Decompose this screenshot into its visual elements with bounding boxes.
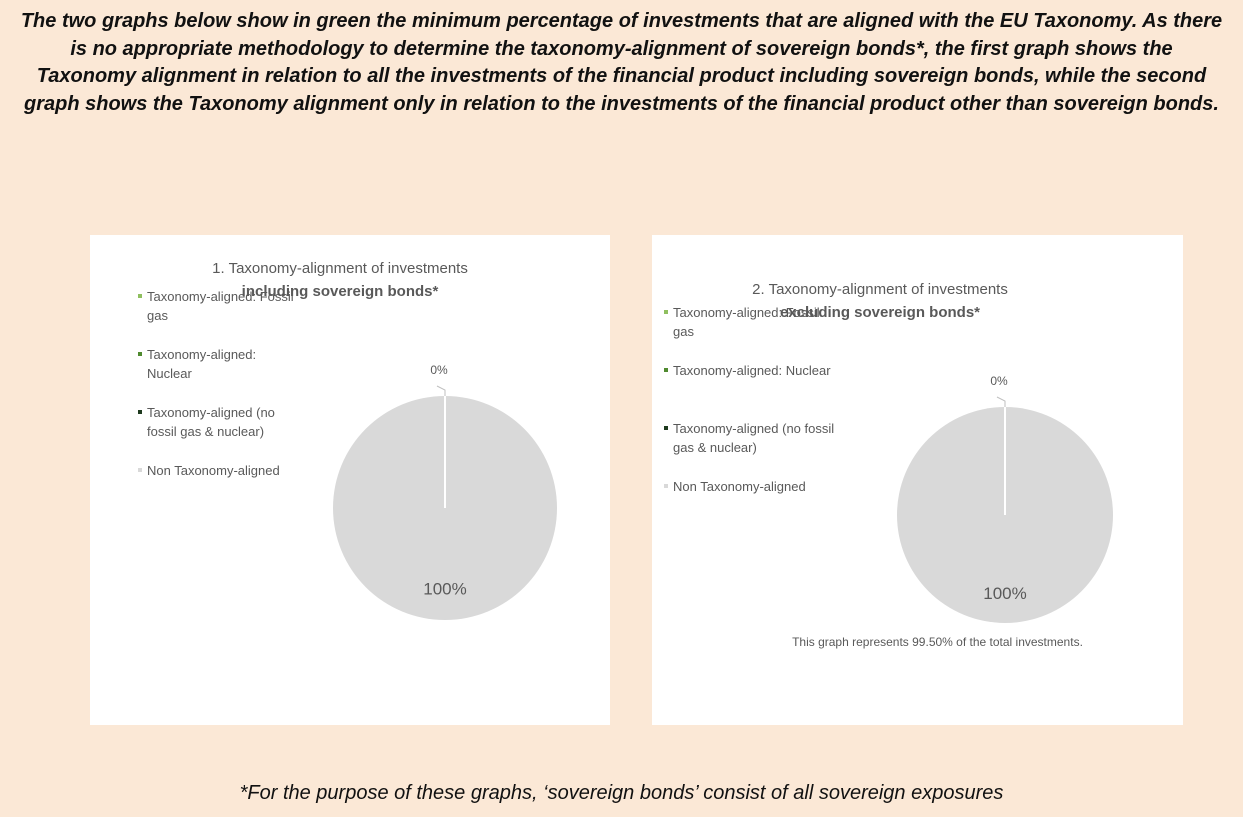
- pie-chart: 0% 100%: [138, 294, 557, 620]
- leader-line: [996, 396, 1006, 407]
- legend-marker: [138, 468, 142, 472]
- footnote: *For the purpose of these graphs, ‘sover…: [239, 782, 1004, 804]
- legend-marker: [138, 410, 142, 414]
- chart-panel: 2. Taxonomy-alignment of investments excl…: [652, 235, 1183, 725]
- title: 2. Taxonomy-alignment of investments: [752, 281, 1008, 298]
- legend-label: Taxonomy-aligned (no fossil gas & nuclea…: [147, 405, 275, 439]
- legend-label: Taxonomy-aligned: Fossil gas: [147, 289, 294, 323]
- chart-title: 2. Taxonomy-alignment of investments excl…: [680, 278, 1080, 324]
- title: 1. Taxonomy-alignment of investments: [212, 260, 468, 277]
- legend-label: Taxonomy-aligned (no fossil gas & nuclea…: [673, 421, 835, 455]
- data-label: 0%: [430, 363, 448, 377]
- data-label: 100%: [983, 584, 1026, 603]
- legend-label: Non Taxonomy-aligned: [147, 463, 280, 478]
- legend-label: Taxonomy-aligned: Fossil gas: [673, 305, 820, 339]
- data-label: 0%: [990, 374, 1008, 388]
- legend-marker: [138, 294, 142, 298]
- legend-marker: [664, 426, 668, 430]
- legend-marker: [664, 484, 668, 488]
- subtitle: excluding sovereign bonds*: [779, 304, 981, 321]
- leader-line: [436, 385, 446, 396]
- legend-label: Non Taxonomy-aligned: [673, 479, 806, 494]
- chart-panel: 1. Taxonomy-alignment of investments incl…: [90, 235, 610, 725]
- legend-marker: [138, 352, 142, 356]
- chart-title: 1. Taxonomy-alignment of investments incl…: [140, 257, 540, 303]
- annotation: This graph represents 99.50% of the tota…: [792, 635, 1083, 649]
- legend-label: Taxonomy-aligned: Nuclear: [147, 347, 257, 381]
- legend-marker: [664, 310, 668, 314]
- intro-text: The two graphs below show in green the m…: [20, 10, 1223, 115]
- legend-label: Taxonomy-aligned: Nuclear: [673, 363, 831, 378]
- legend-marker: [664, 368, 668, 372]
- pie-chart: 0% 100%: [664, 310, 1113, 623]
- data-label: 100%: [423, 580, 466, 599]
- subtitle: including sovereign bonds*: [241, 283, 439, 300]
